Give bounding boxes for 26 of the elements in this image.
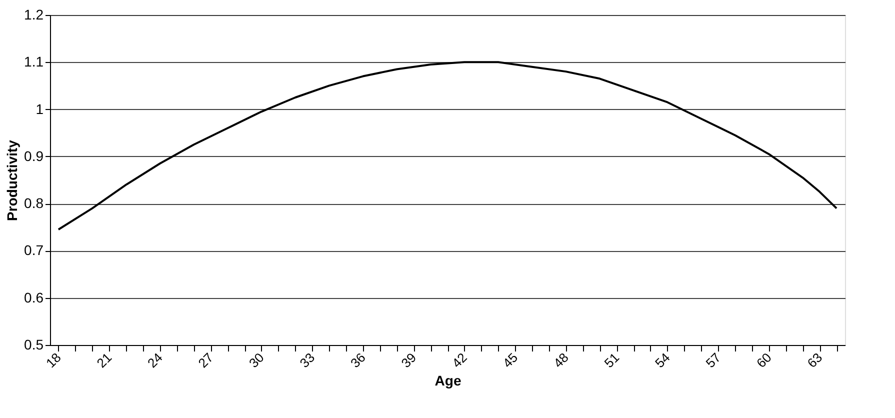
x-tick-label: 18 (43, 350, 64, 371)
x-tick-label: 39 (398, 350, 420, 371)
y-tick-label: 0.8 (24, 195, 44, 212)
x-tick-label: 24 (144, 350, 166, 371)
x-tick-label: 63 (804, 350, 826, 371)
y-tick-label: 0.5 (24, 336, 44, 352)
x-tick-label: 54 (652, 350, 673, 371)
y-axis-title: Productivity (4, 140, 20, 221)
x-tick-label: 27 (195, 350, 216, 371)
y-tick-label: 1.1 (24, 54, 44, 70)
x-tick-label: 33 (296, 350, 318, 371)
x-tick-label: 48 (550, 350, 572, 371)
y-tick-label: 0.9 (24, 148, 44, 164)
x-tick-label: 21 (94, 350, 115, 371)
y-tick-label: 0.6 (24, 289, 44, 306)
x-tick-label: 51 (601, 350, 622, 371)
x-tick-label: 30 (246, 350, 267, 371)
y-tick-label: 0.7 (24, 242, 44, 258)
x-tick-label: 36 (348, 350, 368, 371)
x-tick-label: 57 (702, 350, 724, 371)
x-axis-title: Age (434, 372, 462, 389)
x-tick-label: 42 (449, 350, 470, 371)
x-tick-label: 60 (753, 350, 774, 371)
x-tick-label: 45 (500, 350, 521, 371)
y-tick-label: 1 (36, 100, 44, 117)
y-tick-label: 1.2 (24, 6, 44, 22)
